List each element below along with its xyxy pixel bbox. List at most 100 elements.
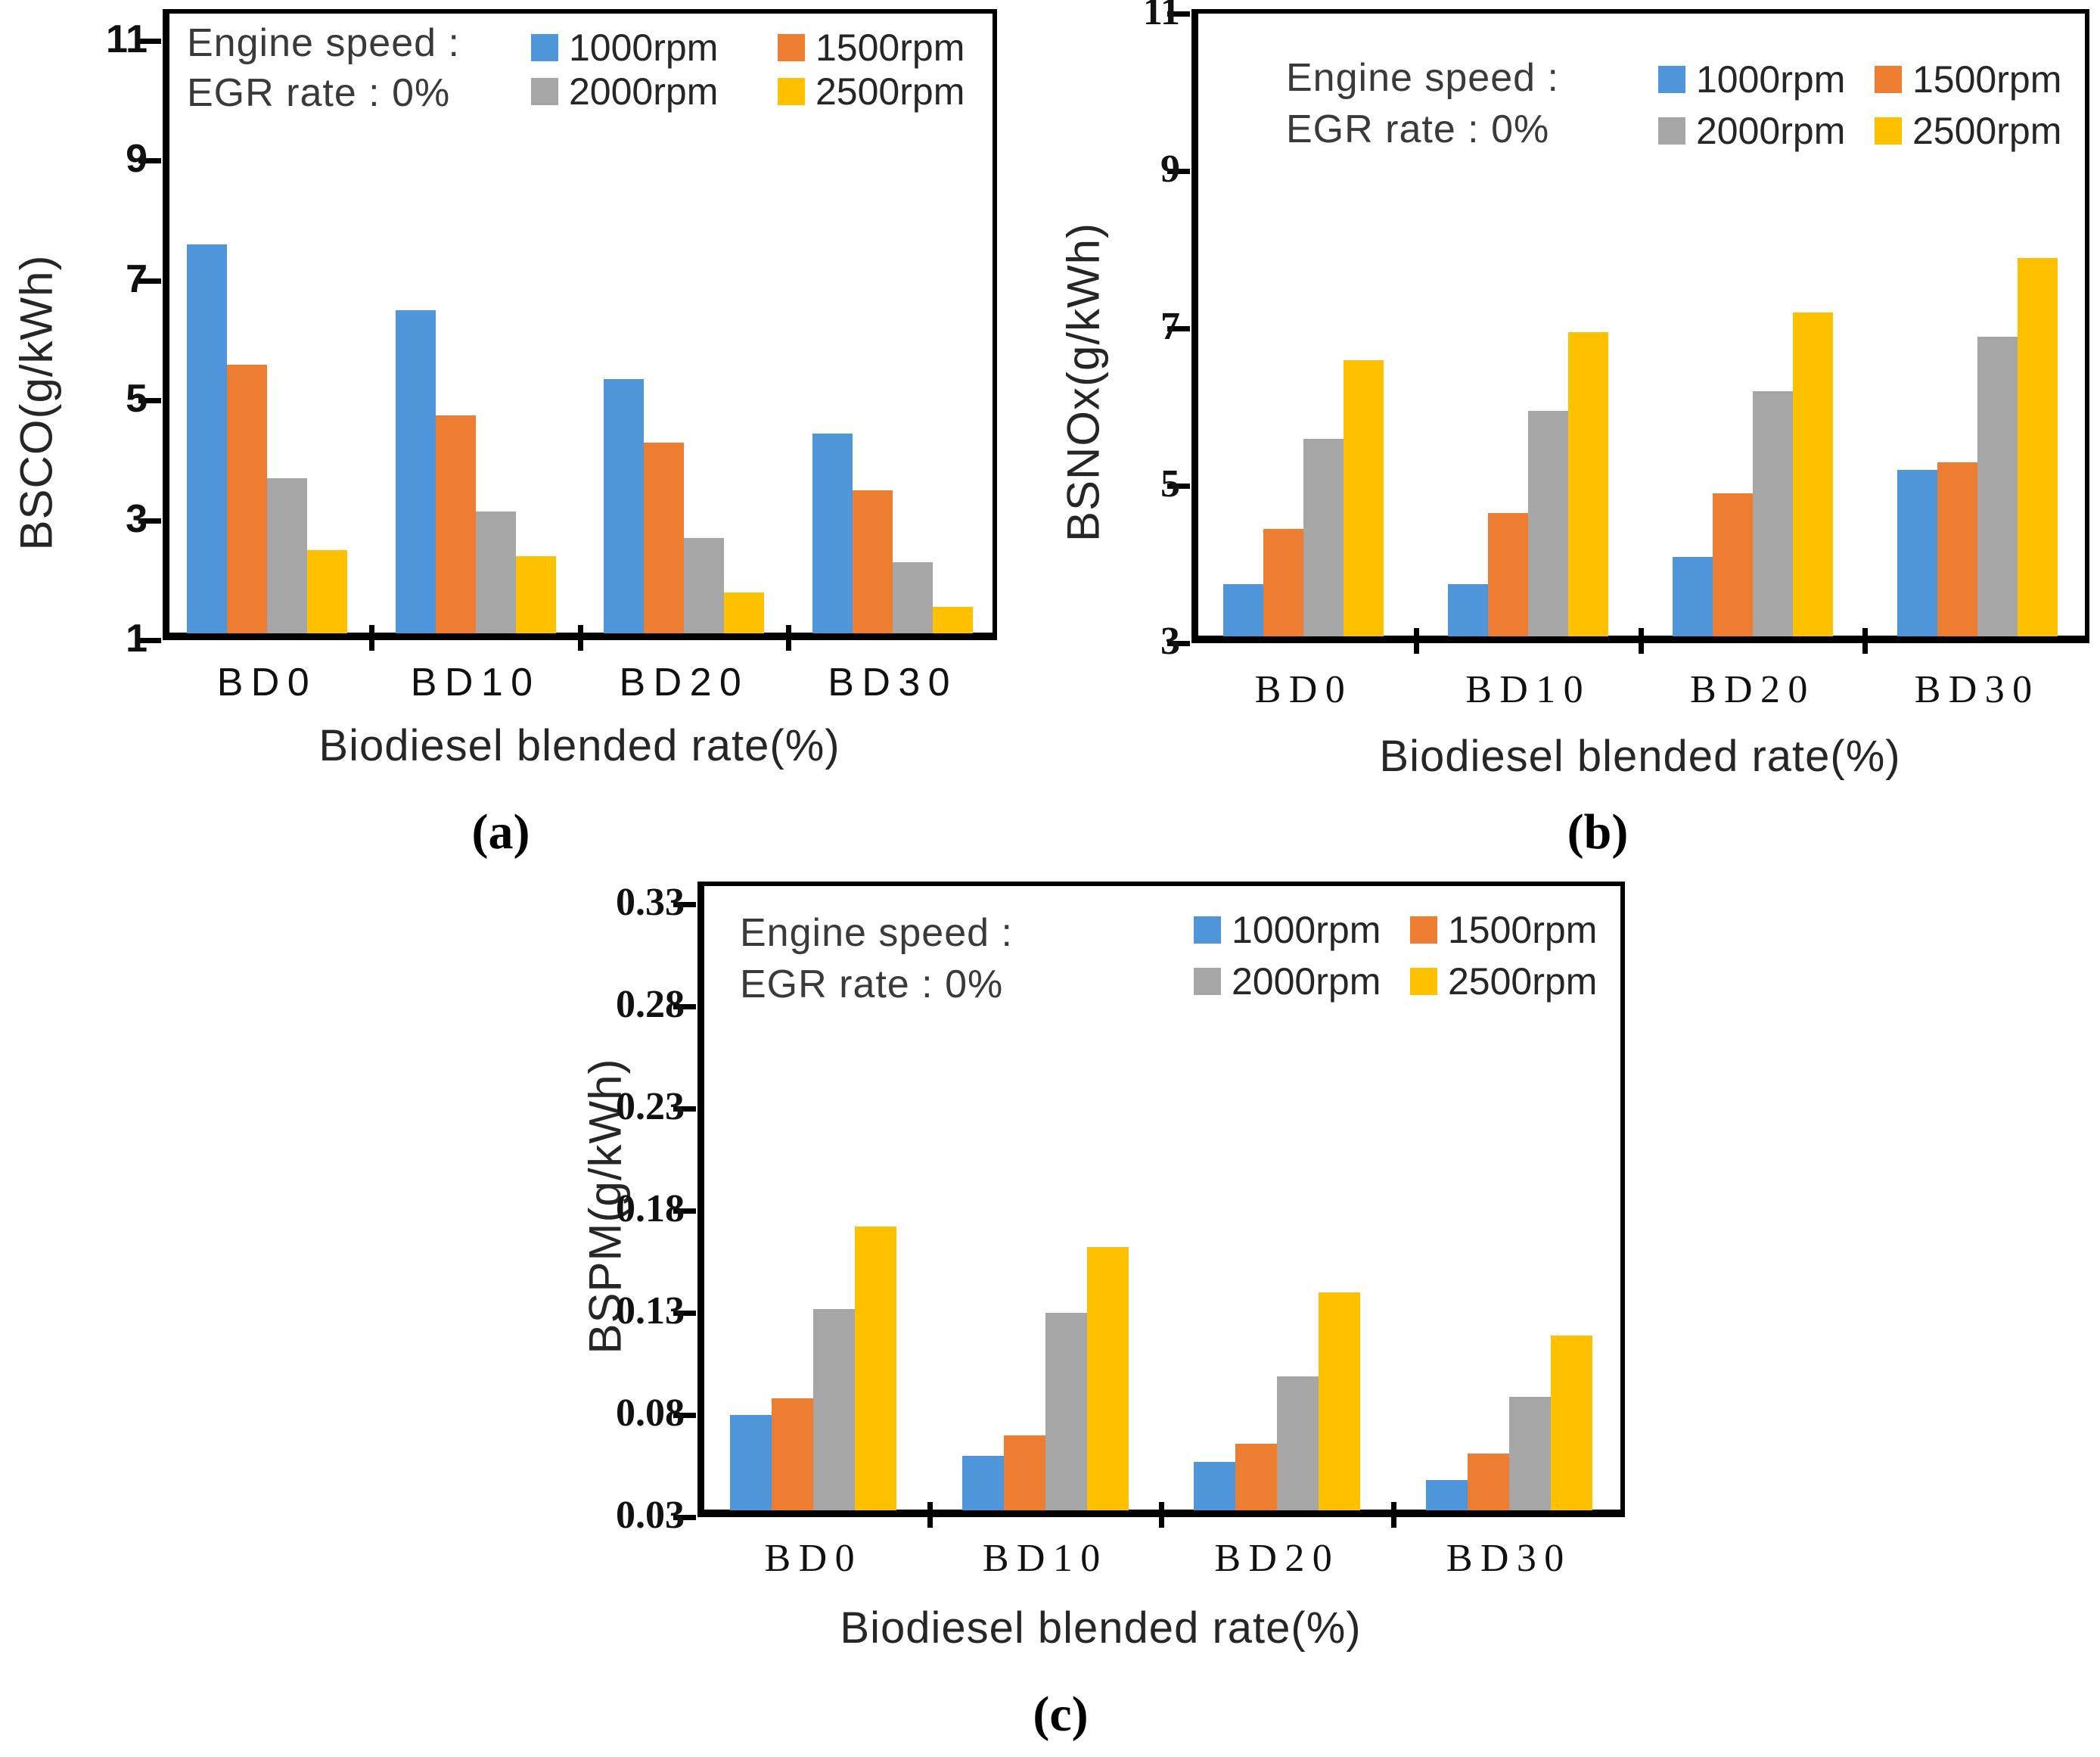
y-axis-tick-label: 3: [126, 496, 148, 541]
x-axis-tick: [786, 625, 792, 651]
y-axis-tick-label: 11: [106, 17, 148, 61]
x-axis-tick: [1862, 628, 1869, 654]
bar-b-BD20-2000rpm: [1752, 391, 1793, 636]
bar-a-BD0-1000rpm: [186, 244, 227, 633]
annotation-engine-speed-c: Engine speed :: [740, 911, 1013, 955]
y-axis-tick-label: 9: [126, 137, 148, 182]
y-axis-tick: [138, 158, 161, 164]
legend-item: 1000rpm: [1194, 908, 1381, 952]
bar-c-BD30-2000rpm: [1508, 1396, 1551, 1510]
bar-c-BD10-1500rpm: [1003, 1435, 1045, 1510]
sublabel-b: (b): [1567, 804, 1629, 860]
bar-b-BD20-1000rpm: [1672, 556, 1713, 636]
legend-item: 2000rpm: [1194, 959, 1381, 1003]
y-axis-tick: [1167, 641, 1190, 646]
bar-b-BD0-1000rpm: [1223, 584, 1264, 636]
bar-a-BD30-1000rpm: [812, 433, 853, 633]
bar-b-BD0-2000rpm: [1303, 438, 1344, 636]
legend-label-2000rpm: 2000rpm: [1232, 960, 1381, 1003]
legend-label-2500rpm: 2500rpm: [1448, 960, 1598, 1003]
bar-c-BD0-1000rpm: [730, 1414, 772, 1510]
bar-b-BD20-2500rpm: [1792, 313, 1833, 636]
bar-a-BD20-1000rpm: [604, 379, 645, 633]
bar-c-BD30-1500rpm: [1467, 1454, 1509, 1510]
y-axis-tick-label: 0.08: [616, 1391, 685, 1435]
x-axis-title-c: Biodiesel blended rate(%): [840, 1603, 1362, 1653]
annotation-egr-rate-b: EGR rate : 0%: [1286, 107, 1550, 151]
bar-b-BD30-2000rpm: [1977, 336, 2018, 636]
x-axis-tick: [1413, 628, 1419, 654]
x-category-label: BD0: [216, 661, 318, 704]
y-axis-tick-label: 7: [126, 257, 148, 301]
y-axis-tick: [1167, 169, 1190, 175]
bar-b-BD30-2500rpm: [2017, 257, 2058, 636]
legend-swatch-2000rpm: [1194, 968, 1221, 995]
legend-label-2500rpm: 2500rpm: [815, 70, 965, 113]
legend-item: 2500rpm: [778, 70, 965, 114]
bar-c-BD10-1000rpm: [961, 1455, 1004, 1510]
bar-c-BD0-1500rpm: [772, 1398, 814, 1510]
legend-item: 1000rpm: [1658, 58, 1845, 101]
y-axis-tick: [673, 1003, 696, 1009]
x-axis-title-a: Biodiesel blended rate(%): [318, 721, 840, 770]
x-category-label: BD30: [828, 661, 958, 704]
x-category-label: BD10: [410, 661, 541, 704]
legend-label-1500rpm: 1500rpm: [1912, 58, 2062, 101]
bar-b-BD30-1000rpm: [1897, 470, 1937, 636]
legend-swatch-1500rpm: [1875, 66, 1902, 93]
sublabel-a: (a): [471, 804, 530, 860]
x-axis-tick: [927, 1502, 933, 1528]
annotation-egr-rate-c: EGR rate : 0%: [740, 962, 1004, 1006]
sublabel-c: (c): [1033, 1687, 1089, 1742]
bar-a-BD20-2500rpm: [724, 592, 765, 633]
legend-swatch-1500rpm: [1410, 916, 1437, 944]
x-axis-title-b: Biodiesel blended rate(%): [1379, 732, 1901, 781]
legend-swatch-2500rpm: [1875, 117, 1902, 145]
y-axis-tick: [138, 638, 161, 643]
legend-label-1500rpm: 1500rpm: [815, 26, 965, 69]
bar-c-BD20-1500rpm: [1235, 1443, 1278, 1510]
bar-c-BD20-2500rpm: [1319, 1292, 1361, 1510]
y-axis-tick: [138, 38, 161, 44]
bar-a-BD20-1500rpm: [644, 442, 685, 633]
legend-item: 2000rpm: [531, 70, 718, 114]
legend-swatch-1000rpm: [531, 34, 558, 61]
x-category-label: BD10: [1465, 668, 1592, 711]
x-axis-tick: [1638, 628, 1644, 654]
x-axis-tick: [368, 625, 374, 651]
y-axis-tick-label: 0.28: [616, 982, 685, 1026]
y-axis-tick: [673, 1208, 696, 1214]
x-category-label: BD20: [1214, 1537, 1340, 1580]
legend-label-2000rpm: 2000rpm: [1696, 110, 1846, 152]
bar-c-BD30-1000rpm: [1425, 1480, 1468, 1510]
y-axis-tick: [673, 1310, 696, 1316]
bar-b-BD10-1000rpm: [1448, 584, 1489, 636]
bar-a-BD0-2000rpm: [266, 478, 307, 633]
bar-b-BD10-1500rpm: [1488, 513, 1529, 636]
x-axis-tick: [1159, 1502, 1164, 1528]
bar-a-BD30-2500rpm: [933, 607, 974, 633]
bar-a-BD30-2000rpm: [893, 562, 934, 633]
x-category-label: BD0: [764, 1537, 862, 1580]
legend-swatch-1500rpm: [778, 34, 805, 61]
y-axis-tick-label: 0.18: [616, 1186, 685, 1230]
legend-swatch-2000rpm: [531, 78, 558, 105]
y-axis-tick-label: 0.13: [616, 1289, 685, 1333]
annotation-egr-rate-a: EGR rate : 0%: [187, 71, 451, 115]
bar-a-BD10-1500rpm: [435, 415, 476, 633]
legend-swatch-1000rpm: [1194, 916, 1221, 944]
legend-item: 2500rpm: [1410, 959, 1597, 1003]
legend-item: 2500rpm: [1875, 109, 2061, 153]
bar-b-BD10-2500rpm: [1568, 332, 1609, 636]
x-category-label: BD10: [982, 1537, 1108, 1580]
bar-c-BD0-2500rpm: [855, 1227, 897, 1510]
bar-b-BD30-1500rpm: [1937, 462, 1977, 636]
y-axis-tick: [673, 1412, 696, 1418]
y-axis-tick-label: 9: [1160, 148, 1180, 191]
x-category-label: BD20: [619, 661, 750, 704]
bar-c-BD10-2000rpm: [1045, 1312, 1087, 1510]
bar-c-BD10-2500rpm: [1086, 1247, 1129, 1510]
x-axis-tick: [1390, 1502, 1396, 1528]
bar-c-BD20-2000rpm: [1277, 1376, 1319, 1510]
legend-label-1000rpm: 1000rpm: [569, 26, 719, 69]
